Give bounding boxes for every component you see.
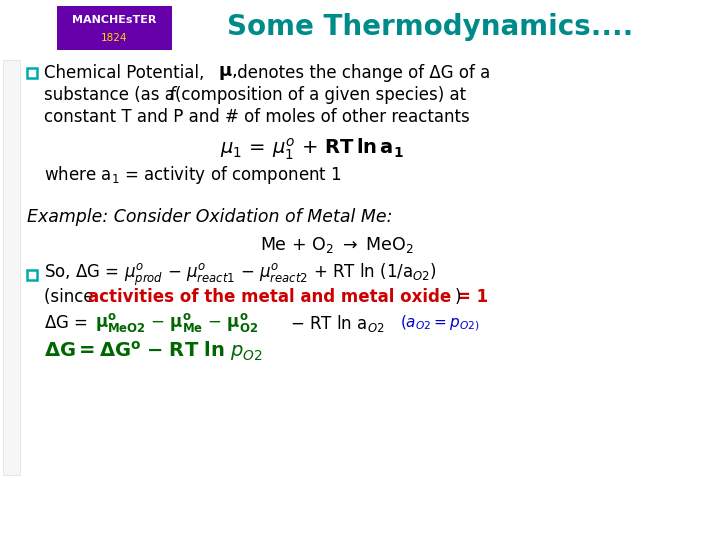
Bar [27, 68, 37, 78]
Text: $\it{f}$: $\it{f}$ [168, 86, 179, 104]
Text: $(a_{O2}= \it{p}_{O2)}$: $(a_{O2}= \it{p}_{O2)}$ [400, 313, 480, 333]
Text: MANCHEsTER: MANCHEsTER [72, 15, 157, 25]
Text: $\mu_1\,=\,\mu^o_1\,+\,\mathbf{RT\,ln\,a_1}$: $\mu_1\,=\,\mu^o_1\,+\,\mathbf{RT\,ln\,a… [220, 136, 404, 162]
Text: $\bf{\mu}$,: $\bf{\mu}$, [218, 64, 238, 82]
Text: (since: (since [44, 288, 99, 306]
Text: $\mathbf{\mu^o_{MeO2}}$ $-$ $\mathbf{\mu^o_{Me}}$ $-$ $\mathbf{\mu^o_{O2}}$: $\mathbf{\mu^o_{MeO2}}$ $-$ $\mathbf{\mu… [95, 312, 258, 334]
Text: Example: Consider Oxidation of Metal Me:: Example: Consider Oxidation of Metal Me: [27, 208, 392, 226]
Text: substance (as a: substance (as a [44, 86, 180, 104]
Bar [3, 60, 20, 475]
Text: constant T and P and # of moles of other reactants: constant T and P and # of moles of other… [44, 108, 469, 126]
Text: Chemical Potential,: Chemical Potential, [44, 64, 210, 82]
Text: $-$ RT ln a$_{O2}$: $-$ RT ln a$_{O2}$ [290, 313, 384, 334]
Text: $\mathbf{\Delta G = \Delta G^o}$ $\mathbf{-}$ $\mathbf{RT\ ln\ }$$\mathbf{\it{p}: $\mathbf{\Delta G = \Delta G^o}$ $\mathb… [44, 339, 263, 363]
Text: denotes the change of ΔG of a: denotes the change of ΔG of a [232, 64, 490, 82]
Text: So, $\Delta$G = $\mu^o_{prod}$ $-$ $\mu^o_{react1}$ $-$ $\mu^o_{react2}$ + RT ln: So, $\Delta$G = $\mu^o_{prod}$ $-$ $\mu^… [44, 262, 437, 288]
Bar [57, 6, 172, 50]
Text: $\Delta$G =: $\Delta$G = [44, 314, 89, 332]
Text: activities of the metal and metal oxide = 1: activities of the metal and metal oxide … [88, 288, 488, 306]
Text: ): ) [455, 288, 462, 306]
Text: 1824: 1824 [102, 33, 127, 43]
Text: where $\mathrm{a_1}$ = activity of component 1: where $\mathrm{a_1}$ = activity of compo… [44, 164, 342, 186]
Text: Some Thermodynamics....: Some Thermodynamics.... [227, 13, 633, 41]
Bar [27, 270, 37, 280]
Text: (composition of a given species) at: (composition of a given species) at [175, 86, 466, 104]
Text: Me + O$_2$ $\rightarrow$ MeO$_2$: Me + O$_2$ $\rightarrow$ MeO$_2$ [260, 235, 414, 255]
